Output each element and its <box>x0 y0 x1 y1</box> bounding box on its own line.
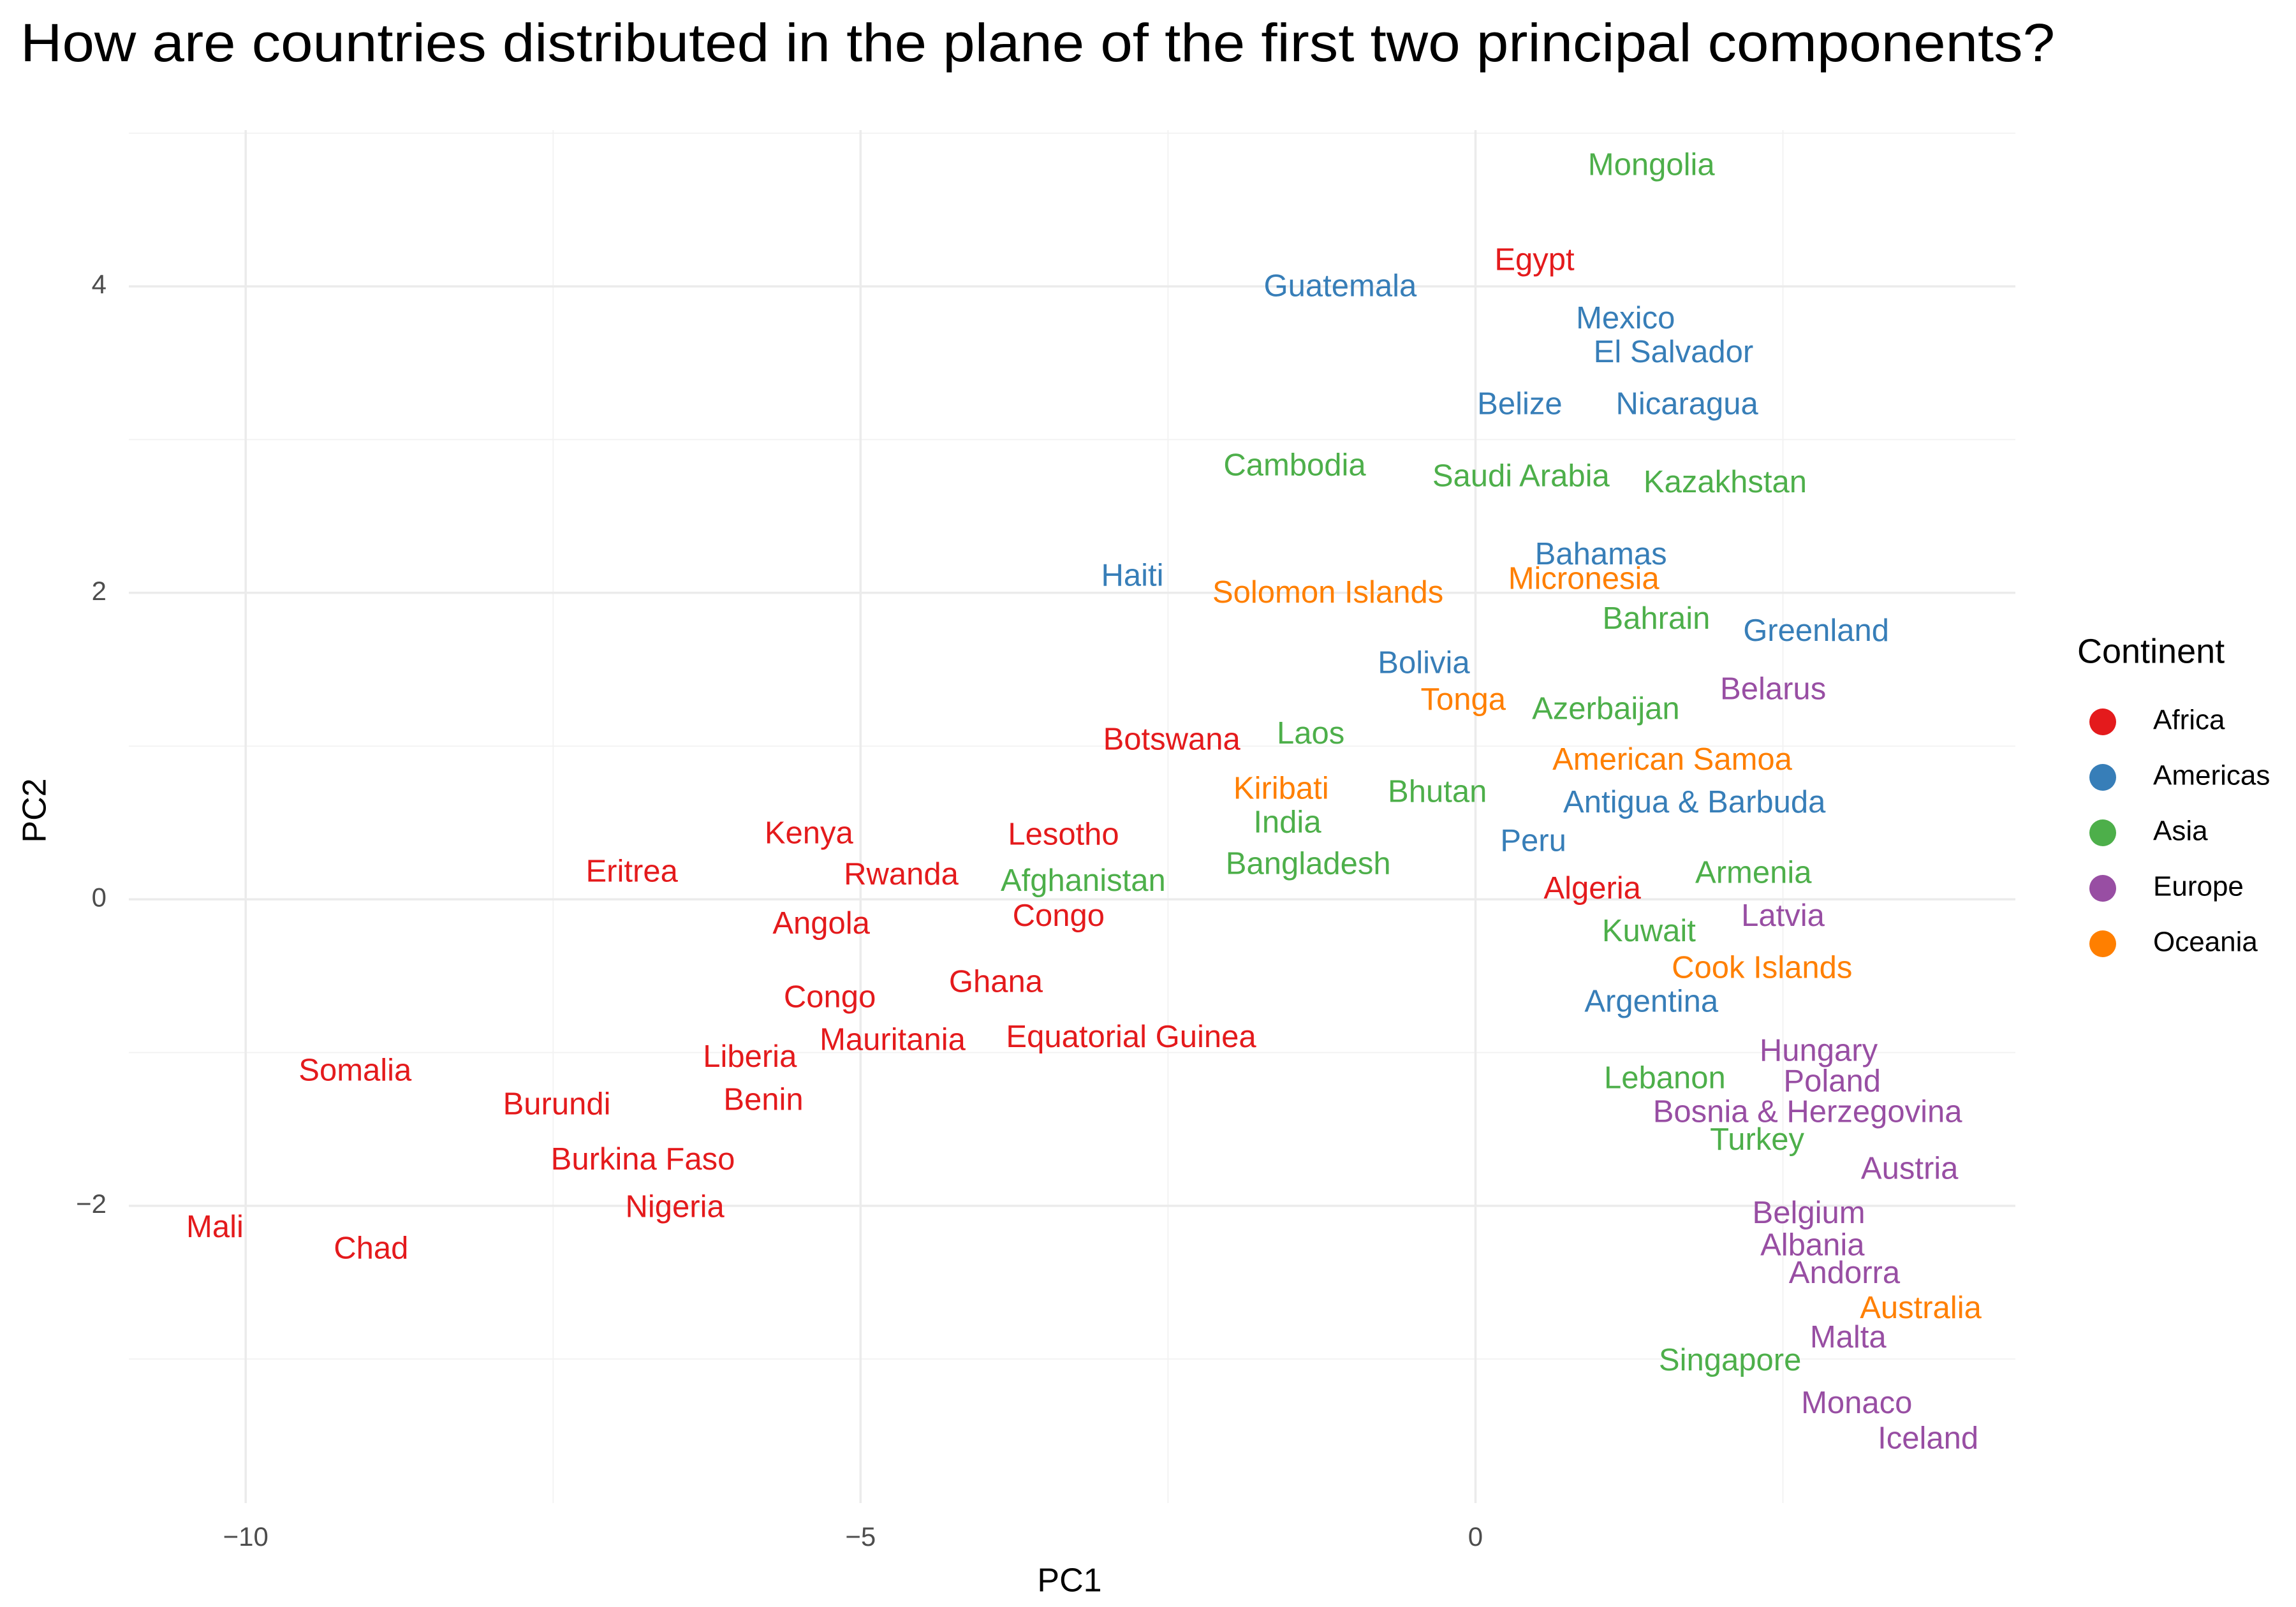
point-label: Bolivia <box>1378 646 1470 680</box>
point-label: Afghanistan <box>1001 863 1166 898</box>
marks: Egypt Botswana Lesotho Kenya Eritrea Rwanda An… <box>186 148 1982 1456</box>
point-label: Laos <box>1277 716 1344 751</box>
legend-swatch <box>2089 930 2116 957</box>
legend-swatch <box>2089 764 2116 791</box>
point-label: Belize <box>1477 386 1562 421</box>
x-tick-label: −10 <box>223 1522 269 1552</box>
point-label: Nigeria <box>626 1190 725 1224</box>
legend-label: Americas <box>2153 760 2270 791</box>
point-label: Bangladesh <box>1226 846 1391 881</box>
point-label: Kuwait <box>1602 914 1696 948</box>
point-label: Angola <box>772 906 870 941</box>
point-label: Andorra <box>1789 1256 1901 1290</box>
y-tick-label: 2 <box>92 576 107 606</box>
point-label: India <box>1253 805 1321 839</box>
point-label: Tonga <box>1420 682 1506 717</box>
point-label: Greenland <box>1743 613 1889 648</box>
point-label: Cambodia <box>1223 448 1366 483</box>
point-label: Kazakhstan <box>1644 465 1807 499</box>
point-label: El Salvador <box>1594 335 1754 369</box>
point-label: Benin <box>723 1082 803 1117</box>
x-tick-label: −5 <box>845 1522 876 1552</box>
point-label: Nicaragua <box>1615 386 1758 421</box>
legend-title: Continent <box>2077 632 2225 670</box>
point-label: Botswana <box>1103 723 1241 757</box>
point-label: Bhutan <box>1388 774 1487 809</box>
point-label: Bahrain <box>1602 601 1710 636</box>
point-label: Poland <box>1783 1064 1881 1099</box>
point-label: Egypt <box>1494 243 1575 277</box>
point-label: Mexico <box>1576 301 1675 335</box>
legend-label: Asia <box>2153 816 2208 847</box>
point-label: Kenya <box>765 816 854 850</box>
point-label: Micronesia <box>1508 561 1660 596</box>
point-label: Congo <box>784 980 876 1014</box>
chart-title: How are countries distributed in the pla… <box>20 13 2055 73</box>
point-label: Antigua & Barbuda <box>1563 785 1826 819</box>
point-label: Monaco <box>1801 1386 1912 1420</box>
legend-label: Oceania <box>2153 927 2258 958</box>
point-label: Ghana <box>949 964 1043 999</box>
point-label: Somalia <box>298 1053 412 1088</box>
point-label: Solomon Islands <box>1212 575 1443 610</box>
point-label: Austria <box>1861 1152 1959 1186</box>
point-label: Burundi <box>503 1087 611 1122</box>
legend-swatch <box>2089 819 2116 846</box>
point-label: Rwanda <box>844 857 959 892</box>
point-label: Mongolia <box>1588 148 1716 182</box>
point-label: American Samoa <box>1552 742 1793 777</box>
y-axis-title: PC2 <box>17 778 54 842</box>
point-label: Bosnia & Herzegovina <box>1653 1095 1963 1129</box>
x-axis-title: PC1 <box>1037 1562 1101 1599</box>
point-label: Singapore <box>1659 1343 1801 1377</box>
point-label: Chad <box>334 1231 408 1265</box>
point-label: Albania <box>1760 1228 1865 1263</box>
grid <box>129 130 2015 1503</box>
point-label: Equatorial Guinea <box>1006 1020 1256 1054</box>
legend-swatch <box>2089 875 2116 902</box>
point-label: Australia <box>1860 1291 1982 1325</box>
point-label: Peru <box>1500 823 1566 858</box>
point-label: Cook Islands <box>1672 951 1852 985</box>
legend-label: Africa <box>2153 705 2225 736</box>
point-label: Bahamas <box>1535 537 1667 571</box>
point-label: Latvia <box>1741 899 1825 933</box>
legend-swatch <box>2089 708 2116 735</box>
point-label: Haiti <box>1101 559 1163 593</box>
y-tick-label: 0 <box>92 882 107 912</box>
point-label: Lebanon <box>1604 1061 1726 1096</box>
legend-label: Europe <box>2153 871 2244 902</box>
point-label: Kiribati <box>1233 772 1329 806</box>
point-label: Turkey <box>1710 1122 1804 1157</box>
point-label: Congo <box>1013 899 1105 933</box>
point-label: Guatemala <box>1264 268 1417 303</box>
point-label: Belgium <box>1753 1196 1866 1230</box>
point-label: Armenia <box>1695 856 1812 890</box>
point-label: Hungary <box>1760 1033 1878 1068</box>
point-label: Eritrea <box>586 854 679 888</box>
point-label: Liberia <box>703 1039 797 1074</box>
point-label: Belarus <box>1720 671 1826 706</box>
point-label: Burkina Faso <box>551 1142 735 1177</box>
point-label: Azerbaijan <box>1532 692 1680 726</box>
point-label: Argentina <box>1584 985 1719 1019</box>
point-label: Iceland <box>1878 1421 1978 1455</box>
point-label: Saudi Arabia <box>1432 459 1610 493</box>
point-label: Algeria <box>1543 871 1641 906</box>
point-label: Mauritania <box>820 1023 966 1057</box>
point-label: Malta <box>1810 1320 1887 1354</box>
x-tick-label: 0 <box>1468 1522 1483 1552</box>
y-tick-label: −2 <box>76 1189 107 1219</box>
point-label: Mali <box>186 1210 244 1244</box>
point-label: Lesotho <box>1008 818 1119 852</box>
y-tick-label: 4 <box>92 269 107 299</box>
